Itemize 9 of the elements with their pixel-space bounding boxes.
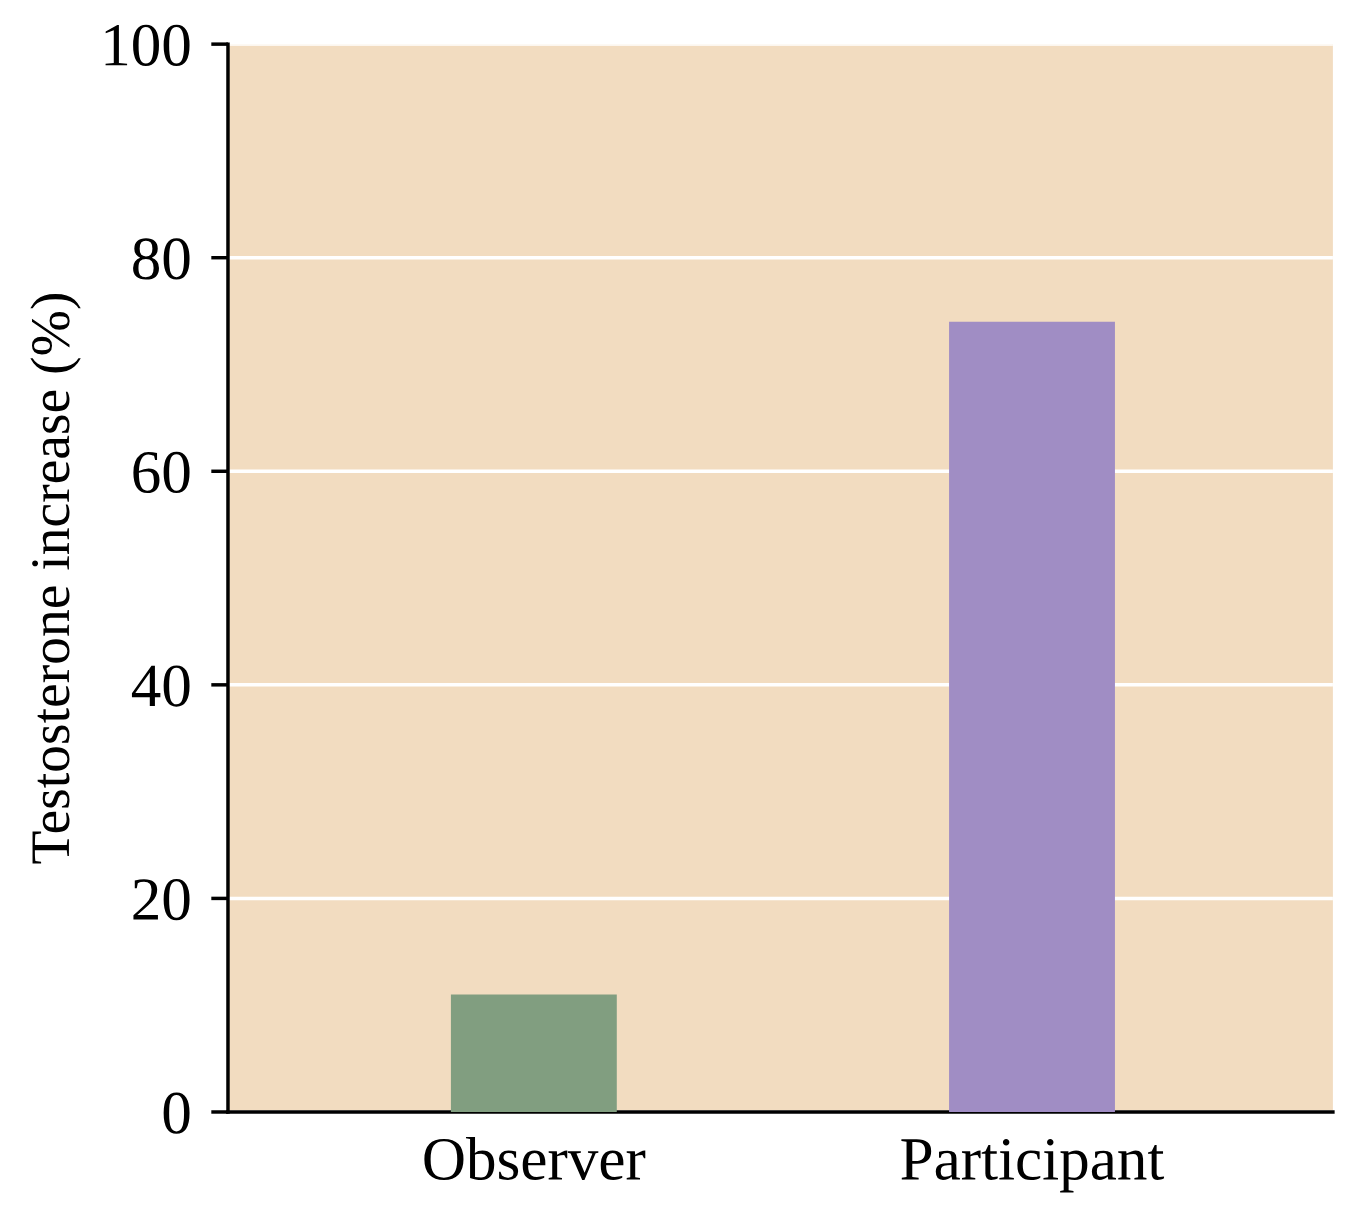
y-tick-label: 0 [163, 1092, 190, 1134]
y-tick-label: 80 [133, 238, 190, 280]
y-tick-label: 20 [133, 878, 190, 921]
y-tick-label: 100 [105, 24, 190, 66]
y-tick-label: 60 [133, 451, 190, 494]
y-axis-title: Testosterone increase (%) [30, 294, 81, 864]
x-tick-label: Participant [901, 1138, 1165, 1193]
x-tick-label: Observer [424, 1136, 646, 1180]
y-tick-label: 40 [131, 665, 190, 707]
